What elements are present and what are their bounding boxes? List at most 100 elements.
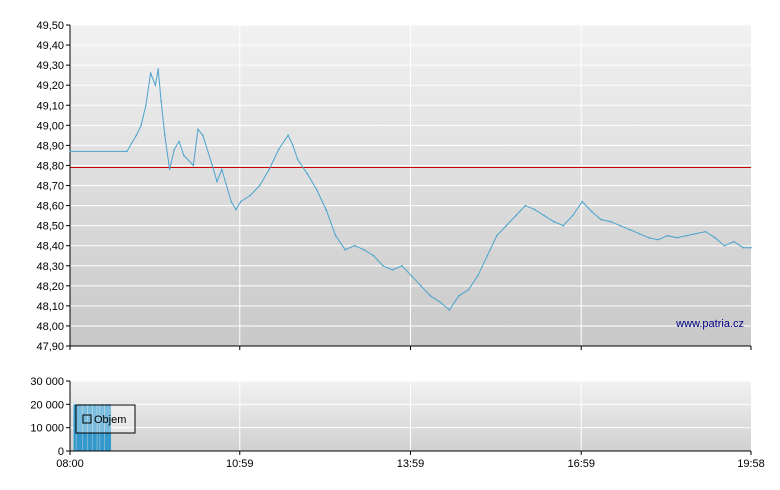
price-point bbox=[750, 246, 752, 249]
price-point bbox=[216, 180, 218, 183]
price-point bbox=[372, 254, 375, 257]
price-point bbox=[458, 295, 460, 297]
volume-bar bbox=[92, 404, 95, 451]
price-point bbox=[723, 244, 726, 247]
price-y-tick-label: 48,90 bbox=[36, 140, 64, 152]
price-y-tick-label: 48,00 bbox=[36, 321, 64, 333]
price-point bbox=[401, 264, 403, 267]
price-point bbox=[628, 228, 631, 231]
price-y-tick-label: 48,30 bbox=[36, 261, 64, 273]
price-y-tick-label: 49,40 bbox=[36, 40, 64, 52]
volume-bar bbox=[87, 404, 91, 451]
volume-bar bbox=[76, 404, 79, 451]
volume-bar bbox=[104, 404, 108, 451]
price-series-line bbox=[70, 69, 751, 311]
price-point bbox=[145, 104, 147, 107]
price-point bbox=[211, 164, 214, 167]
price-point bbox=[164, 134, 166, 137]
price-y-tick-label: 47,90 bbox=[36, 341, 64, 353]
price-point bbox=[695, 232, 697, 235]
volume-y-tick-label: 0 bbox=[58, 446, 64, 458]
price-point bbox=[676, 236, 678, 239]
volume-y-tick-label: 10 000 bbox=[30, 423, 64, 435]
volume-grid bbox=[70, 380, 751, 451]
price-point bbox=[315, 188, 318, 191]
volume-bar bbox=[78, 404, 81, 451]
x-tick-label: 16:59 bbox=[567, 458, 595, 470]
price-point bbox=[178, 140, 180, 143]
price-y-tick-label: 48,80 bbox=[36, 160, 64, 172]
price-point bbox=[325, 208, 327, 211]
volume-bars bbox=[73, 404, 112, 451]
volume-y-tick-label: 30 000 bbox=[30, 376, 64, 388]
price-y-tick-label: 49,00 bbox=[36, 120, 64, 132]
price-point bbox=[439, 301, 441, 303]
price-point bbox=[467, 289, 470, 291]
volume-y-tick-label: 20 000 bbox=[30, 399, 64, 411]
price-point bbox=[135, 134, 138, 137]
price-y-tick-label: 48,10 bbox=[36, 301, 64, 313]
price-point bbox=[581, 200, 583, 203]
price-point bbox=[477, 274, 479, 277]
legend-box bbox=[75, 404, 136, 434]
price-y-tick-label: 48,70 bbox=[36, 181, 64, 193]
x-tick-label: 10:59 bbox=[226, 458, 254, 470]
price-point bbox=[230, 200, 233, 203]
price-point bbox=[249, 194, 252, 197]
price-y-tick-label: 49,20 bbox=[36, 80, 64, 92]
price-point bbox=[571, 214, 574, 217]
x-tick-label: 19:58 bbox=[737, 458, 765, 470]
price-x-ticks bbox=[69, 68, 752, 350]
price-point bbox=[201, 134, 204, 137]
volume-bar bbox=[84, 404, 88, 451]
price-point bbox=[235, 208, 237, 211]
price-point bbox=[391, 268, 394, 271]
price-point bbox=[296, 158, 299, 161]
price-point bbox=[590, 210, 593, 213]
price-y-tick-label: 48,60 bbox=[36, 201, 64, 213]
price-grid bbox=[70, 24, 751, 346]
price-point bbox=[183, 154, 185, 157]
price-y-tick-label: 48,50 bbox=[36, 221, 64, 233]
x-tick-label: 08:00 bbox=[56, 458, 84, 470]
price-point bbox=[685, 234, 688, 237]
price-point bbox=[192, 164, 195, 167]
price-point bbox=[126, 150, 128, 153]
price-point bbox=[666, 234, 669, 237]
watermark: www.patria.cz bbox=[675, 318, 744, 330]
price-point bbox=[733, 240, 735, 243]
price-point bbox=[420, 285, 422, 287]
price-point bbox=[268, 168, 270, 171]
price-point bbox=[486, 254, 489, 257]
volume-x-ticks: 08:00 10:59 13:59 16:59 19:58 bbox=[56, 451, 765, 470]
price-panel: 47,90 48,00 48,10 48,20 48,30 48,40 48,50 48,60… bbox=[36, 20, 752, 353]
x-tick-label: 13:59 bbox=[397, 458, 425, 470]
price-point bbox=[496, 234, 498, 237]
price-point bbox=[334, 234, 337, 237]
price-point bbox=[657, 238, 659, 241]
legend-swatch bbox=[82, 414, 92, 424]
price-point bbox=[638, 232, 640, 235]
price-point bbox=[363, 248, 365, 251]
price-point bbox=[600, 218, 602, 221]
volume-bar bbox=[108, 404, 112, 451]
price-point bbox=[524, 204, 527, 207]
price-point bbox=[448, 309, 451, 311]
volume-bar bbox=[100, 404, 103, 451]
price-point bbox=[287, 134, 289, 137]
volume-panel: 0 10 000 20 000 30 000 08:00 10:59 13:59 16:59… bbox=[30, 376, 764, 470]
price-point bbox=[619, 224, 621, 227]
price-point bbox=[173, 148, 176, 151]
price-point bbox=[306, 172, 308, 175]
price-point bbox=[344, 248, 346, 251]
volume-bar bbox=[101, 404, 105, 451]
price-point bbox=[292, 144, 294, 147]
price-y-tick-label: 48,20 bbox=[36, 281, 64, 293]
price-point bbox=[69, 150, 71, 153]
volume-bar bbox=[80, 404, 83, 451]
price-point bbox=[157, 68, 160, 70]
volume-bar bbox=[83, 404, 86, 451]
volume-bar bbox=[89, 404, 93, 451]
price-y-tick-label: 49,50 bbox=[36, 20, 64, 32]
price-point bbox=[505, 224, 508, 227]
